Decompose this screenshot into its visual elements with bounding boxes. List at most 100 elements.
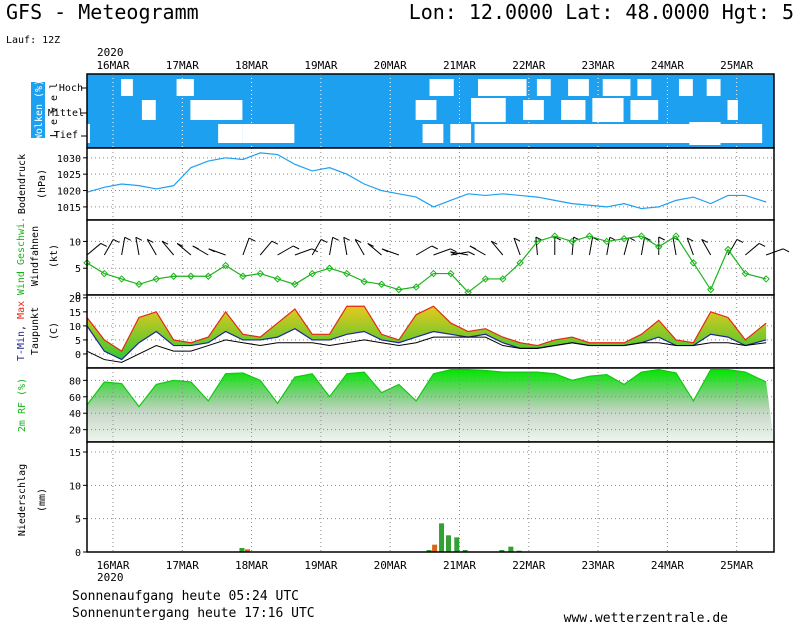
wind-barb-flag bbox=[321, 238, 328, 243]
wind-barb bbox=[294, 248, 312, 256]
wind-barb-flag bbox=[758, 242, 766, 247]
pressure-ylabel: Bodendruck bbox=[17, 154, 28, 214]
wind-speed-marker bbox=[655, 243, 663, 251]
level-hoch: Hoch bbox=[59, 83, 83, 94]
cloud-block bbox=[523, 100, 544, 120]
wind-barb-flag bbox=[192, 245, 199, 250]
tick-label: 20 bbox=[69, 294, 81, 305]
wind-barb-flag bbox=[354, 238, 362, 243]
wind-barb bbox=[343, 237, 348, 256]
wind-barb bbox=[121, 237, 126, 256]
wind-barb-flag bbox=[450, 248, 457, 253]
precip-bar bbox=[239, 548, 245, 552]
cloud-block bbox=[637, 79, 652, 96]
precip-bar bbox=[445, 535, 451, 552]
wind-barb-flag bbox=[450, 251, 457, 256]
wind-speed-marker bbox=[412, 283, 420, 291]
wind-barb bbox=[311, 239, 322, 256]
wind-speed-marker bbox=[100, 269, 109, 278]
precip-ylabel: Niederschlag bbox=[17, 464, 28, 536]
wind-panel: 0 5 10 bbox=[69, 219, 790, 302]
wind-speed-marker bbox=[239, 272, 247, 280]
wind-speed-marker bbox=[135, 280, 143, 288]
temp-unit: (C) bbox=[49, 322, 60, 340]
wind-speed-marker bbox=[762, 275, 770, 283]
wind-barb-flag bbox=[124, 236, 131, 241]
humidity-line bbox=[86, 369, 767, 408]
cloud-block bbox=[450, 124, 472, 143]
tick-label: 10 bbox=[69, 481, 81, 492]
wind-speed-marker bbox=[724, 245, 732, 254]
wind-barb bbox=[146, 239, 157, 256]
wind-speed-marker bbox=[308, 269, 316, 278]
wind-barb bbox=[354, 239, 365, 256]
dewpoint-line bbox=[86, 336, 767, 363]
wind-speed-marker bbox=[204, 272, 212, 280]
wind-speed-marker bbox=[481, 275, 490, 283]
cloud-block bbox=[602, 79, 631, 96]
wind-speed-marker bbox=[169, 272, 178, 280]
wind-barb-flag bbox=[644, 236, 651, 241]
wind-barb bbox=[745, 243, 760, 256]
cloud-block bbox=[568, 79, 589, 96]
tick-label: 0 bbox=[75, 548, 81, 559]
wind-barb bbox=[176, 243, 192, 256]
wind-barb-flag bbox=[113, 238, 120, 243]
tick-label: 15 bbox=[69, 308, 81, 319]
wind-barb-flag bbox=[135, 236, 143, 241]
wind-speed-marker bbox=[325, 264, 334, 272]
title: GFS - Meteogramm bbox=[6, 0, 199, 24]
pressure-line bbox=[86, 152, 767, 210]
precip-bar bbox=[499, 550, 505, 552]
precipitation-panel: 0 5 10 15 bbox=[69, 441, 775, 559]
sunrise-text: Sonnenaufgang heute 05:24 UTC bbox=[72, 589, 299, 604]
cloud-block bbox=[415, 100, 437, 120]
wind-barb bbox=[623, 237, 630, 256]
wind-barb-flag bbox=[658, 236, 665, 241]
date-label-bottom: 23MAR bbox=[582, 559, 615, 572]
wind-barb-flag bbox=[367, 242, 374, 247]
wind-barb-flag bbox=[271, 240, 279, 245]
cloud-block bbox=[727, 100, 738, 120]
date-label-top: 16MAR bbox=[96, 59, 129, 72]
tick-label: 5 bbox=[75, 336, 81, 347]
date-label-bottom: 20MAR bbox=[374, 559, 407, 572]
wind-speed-marker bbox=[585, 232, 594, 240]
wind-barb-flag bbox=[535, 236, 543, 241]
wind-barb-flag bbox=[208, 248, 215, 253]
date-labels-bottom: 16MAR 17MAR 18MAR 19MAR 20MAR 21MAR 22MAR 23MAR… bbox=[96, 559, 753, 572]
tick-label: 20 bbox=[69, 426, 81, 437]
wind-speed-marker bbox=[568, 237, 576, 246]
wind-speed-marker bbox=[689, 259, 698, 267]
wind-barb-flag bbox=[513, 237, 521, 242]
wind-speed-marker bbox=[516, 259, 524, 267]
wind-speed-marker bbox=[256, 269, 264, 278]
wind-barb-flag bbox=[491, 240, 498, 245]
cloud-block bbox=[87, 124, 90, 143]
temp-min-line bbox=[86, 325, 767, 361]
tick-label: 0 bbox=[75, 350, 81, 361]
date-label-top: 20MAR bbox=[374, 59, 407, 72]
year-top: 2020 bbox=[97, 46, 124, 59]
cloud-block bbox=[176, 79, 194, 96]
wind-speed-marker bbox=[360, 277, 368, 286]
date-label-top: 19MAR bbox=[304, 59, 337, 72]
cloud-block bbox=[141, 100, 156, 120]
wind-speed-marker bbox=[551, 232, 559, 240]
wind-speed-marker bbox=[741, 269, 750, 278]
date-label-top: 21MAR bbox=[443, 59, 476, 72]
wind-speed-marker bbox=[499, 275, 507, 283]
cloud-block bbox=[190, 100, 243, 120]
wind-barb-flag bbox=[248, 237, 256, 242]
wind-barb bbox=[513, 237, 521, 256]
wind-barb bbox=[135, 237, 140, 256]
tick-label: 40 bbox=[69, 409, 81, 420]
wind-speed-marker bbox=[603, 237, 611, 246]
wind-speed-marker bbox=[273, 275, 282, 283]
wind-barb bbox=[277, 245, 294, 256]
precip-unit: (mm) bbox=[37, 488, 48, 512]
wind-barb bbox=[701, 239, 712, 256]
panel-background bbox=[87, 220, 774, 295]
date-label-top: 18MAR bbox=[235, 59, 268, 72]
